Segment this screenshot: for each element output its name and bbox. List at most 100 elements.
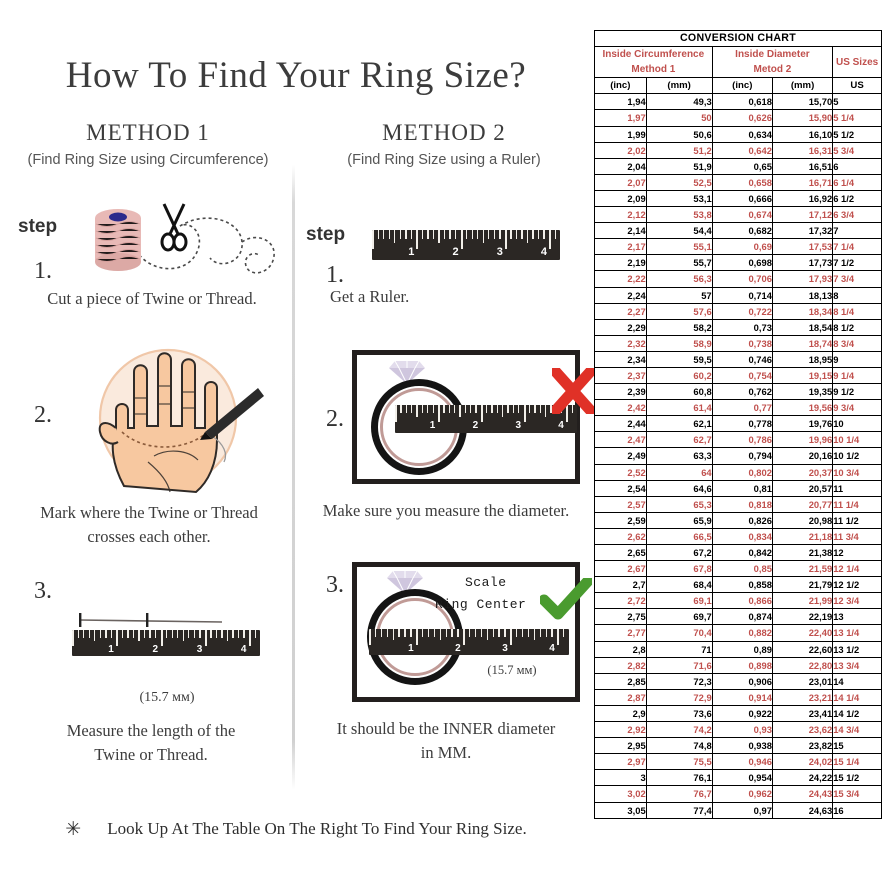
table-cell: 2,57 bbox=[594, 495, 647, 513]
table-cell: 16,71 bbox=[771, 173, 834, 191]
table-row: 3,05 77,4 0,97 24,63 16 bbox=[594, 801, 882, 819]
m1-mm-label: (15.7 мм) bbox=[139, 690, 195, 705]
table-cell: 2,72 bbox=[594, 592, 647, 610]
table-cell: 60,2 bbox=[645, 366, 713, 385]
m1-step1-caption: Cut a piece of Twine or Thread. bbox=[47, 289, 257, 308]
table-row: 2,97 75,5 0,946 24,02 15 1/4 bbox=[594, 753, 882, 771]
table-cell: 15 bbox=[832, 737, 882, 755]
table-cell: 0,954 bbox=[711, 769, 773, 787]
table-cell: 16 bbox=[832, 801, 882, 819]
m2-step1-word: step bbox=[306, 224, 345, 246]
table-cell: 2,14 bbox=[594, 222, 647, 240]
table-row: 2,75 69,7 0,874 22,19 13 bbox=[594, 608, 882, 626]
table-row: 2,34 59,5 0,746 18,95 9 bbox=[594, 350, 882, 368]
step-number: 1. bbox=[34, 258, 52, 284]
table-cell: 2,22 bbox=[594, 270, 647, 288]
table-cell: 2,75 bbox=[594, 608, 647, 626]
table-cell: 2,52 bbox=[594, 463, 647, 481]
table-row: 2,52 64 0,802 20,37 10 3/4 bbox=[594, 463, 882, 481]
table-cell: 0,658 bbox=[711, 173, 773, 191]
table-cell: 0,914 bbox=[711, 688, 773, 706]
table-cell: 0,754 bbox=[711, 366, 773, 385]
column-header-3: (inc) bbox=[711, 77, 773, 95]
table-cell: 24,43 bbox=[771, 785, 834, 803]
table-cell: 0,946 bbox=[711, 753, 773, 771]
table-cell: 66,5 bbox=[645, 527, 713, 546]
table-cell: 9 1/4 bbox=[832, 366, 882, 385]
table-cell: 0,722 bbox=[711, 302, 773, 320]
table-cell: 14 3/4 bbox=[832, 721, 882, 739]
table-cell: 75,5 bbox=[645, 753, 713, 771]
table-cell: 56,3 bbox=[645, 270, 713, 288]
table-cell: 0,618 bbox=[711, 93, 773, 111]
table-row: 2,12 53,8 0,674 17,12 6 3/4 bbox=[594, 206, 882, 224]
table-cell: 23,41 bbox=[771, 704, 834, 723]
table-row: 2,82 71,6 0,898 22,80 13 3/4 bbox=[594, 656, 882, 674]
table-cell: 17,93 bbox=[771, 270, 834, 288]
scale-annotation-line2: Ring Center bbox=[435, 597, 527, 612]
table-cell: 3,05 bbox=[594, 801, 647, 819]
table-cell: 0,962 bbox=[711, 785, 773, 803]
table-cell: 0,626 bbox=[711, 109, 773, 127]
table-cell: 0,786 bbox=[711, 431, 773, 449]
table-cell: 74,8 bbox=[645, 737, 713, 755]
table-cell: 1,97 bbox=[594, 109, 647, 127]
column-header-5: US bbox=[832, 77, 882, 95]
table-cell: 59,5 bbox=[645, 350, 713, 368]
table-row: 2,54 64,6 0,81 20,57 11 bbox=[594, 479, 882, 497]
table-cell: 0,746 bbox=[711, 350, 773, 368]
table-cell: 5 1/4 bbox=[832, 109, 882, 127]
step-word: step bbox=[18, 216, 58, 237]
table-cell: 2,77 bbox=[594, 624, 647, 642]
table-cell: 1,94 bbox=[594, 93, 647, 111]
table-cell: 0,93 bbox=[711, 721, 773, 739]
table-cell: 8 3/4 bbox=[832, 334, 882, 352]
table-cell: 15 3/4 bbox=[832, 785, 882, 803]
table-cell: 18,34 bbox=[771, 302, 834, 320]
table-cell: 0,698 bbox=[711, 254, 773, 272]
m1-step1-number: 1. bbox=[34, 258, 52, 285]
table-cell: 76,1 bbox=[645, 769, 713, 787]
table-cell: 16,31 bbox=[771, 141, 834, 159]
table-cell: 73,6 bbox=[645, 704, 713, 723]
m2-step1-caption: Get a Ruler. bbox=[330, 287, 410, 306]
table-cell: 10 bbox=[832, 415, 882, 433]
table-cell: 0,818 bbox=[711, 495, 773, 513]
table-cell: 0,714 bbox=[711, 286, 773, 304]
table-cell: 0,898 bbox=[711, 656, 773, 674]
table-cell: 2,24 bbox=[594, 286, 647, 304]
table-cell: 57 bbox=[645, 286, 713, 304]
table-row: 2,37 60,2 0,754 19,15 9 1/4 bbox=[594, 366, 882, 385]
table-row: 2,42 61,4 0,77 19,56 9 3/4 bbox=[594, 399, 882, 417]
table-row: 2,39 60,8 0,762 19,35 9 1/2 bbox=[594, 383, 882, 401]
conversion-chart: CONVERSION CHART Inside Circumference Met… bbox=[594, 29, 882, 819]
table-cell: 2,44 bbox=[594, 415, 647, 433]
unit-header-row: (inc) (mm) (inc) (mm) US bbox=[594, 77, 882, 95]
step-word: step bbox=[306, 224, 346, 245]
table-cell: 23,21 bbox=[771, 688, 834, 706]
m2-step3-number: 3. bbox=[326, 572, 344, 599]
table-cell: 0,794 bbox=[711, 447, 773, 465]
table-cell: 16,92 bbox=[771, 189, 834, 208]
table-cell: 20,37 bbox=[771, 463, 834, 481]
table-cell: 2,27 bbox=[594, 302, 647, 320]
table-cell: 15,90 bbox=[771, 109, 834, 127]
scissors-icon bbox=[160, 203, 188, 252]
table-cell: 61,4 bbox=[645, 399, 713, 417]
m2-step3-caption-line2: in MM. bbox=[420, 743, 472, 762]
method-1-title: METHOD 1 bbox=[86, 120, 210, 145]
table-cell: 71 bbox=[645, 640, 713, 658]
table-cell: 68,4 bbox=[645, 576, 713, 594]
table-cell: 0,738 bbox=[711, 334, 773, 352]
table-row: 2,62 66,5 0,834 21,18 11 3/4 bbox=[594, 527, 882, 546]
table-cell: 54,4 bbox=[645, 222, 713, 240]
table-cell: 0,85 bbox=[711, 560, 773, 578]
table-cell: 9 bbox=[832, 350, 882, 368]
table-cell: 5 bbox=[832, 93, 882, 111]
table-cell: 2,87 bbox=[594, 688, 647, 706]
table-cell: 0,874 bbox=[711, 608, 773, 626]
table-cell: 0,674 bbox=[711, 206, 773, 224]
table-cell: 2,32 bbox=[594, 334, 647, 352]
